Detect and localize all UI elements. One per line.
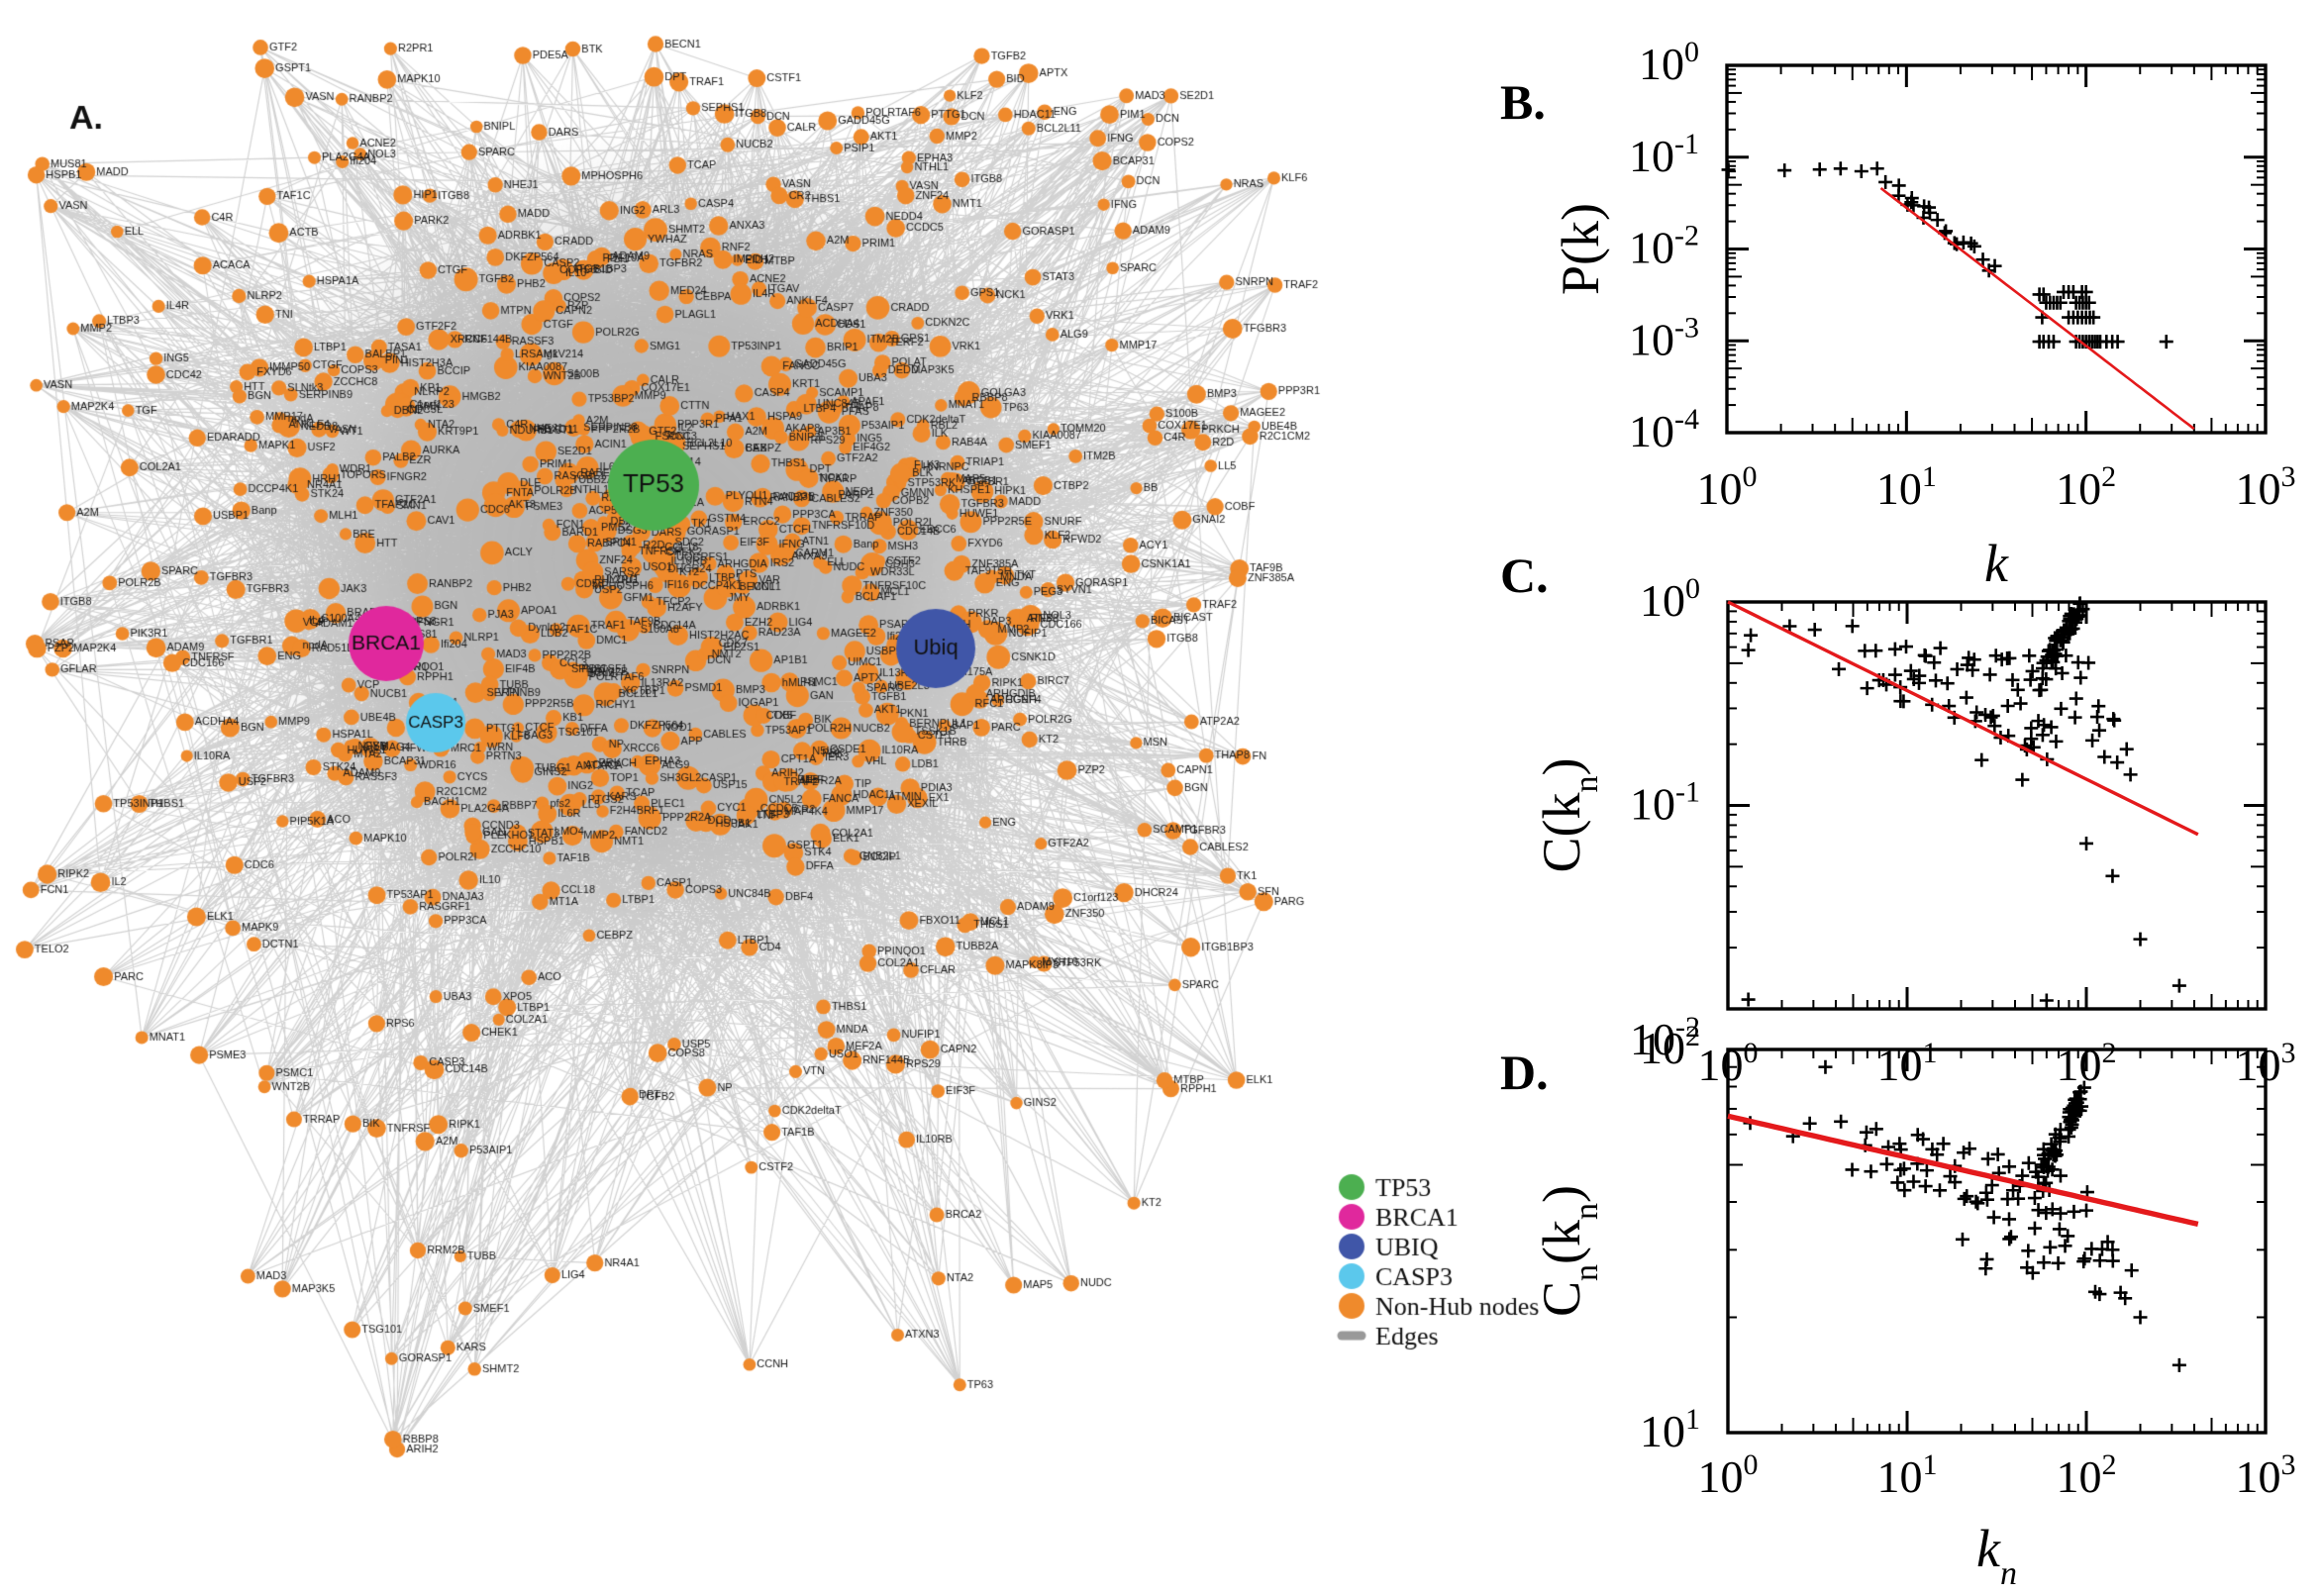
svg-text:D.: D.	[1500, 1045, 1549, 1100]
svg-text:100: 100	[1640, 572, 1700, 626]
svg-text:100: 100	[1698, 1448, 1759, 1502]
svg-text:10-4: 10-4	[1629, 403, 1699, 456]
svg-text:100: 100	[1639, 36, 1699, 89]
svg-text:10-1: 10-1	[1630, 776, 1700, 830]
svg-text:103: 103	[2236, 460, 2296, 514]
svg-text:102: 102	[1640, 1020, 1700, 1073]
svg-text:P(k): P(k)	[1551, 203, 1610, 295]
svg-text:101: 101	[1877, 1448, 1938, 1502]
svg-text:101: 101	[1640, 1403, 1700, 1456]
svg-text:103: 103	[2236, 1448, 2296, 1502]
svg-text:kn: kn	[1976, 1519, 2017, 1592]
svg-text:C(kn): C(kn)	[1532, 758, 1605, 873]
svg-text:10-3: 10-3	[1629, 311, 1699, 364]
svg-text:10-1: 10-1	[1629, 128, 1699, 181]
svg-text:100: 100	[1697, 460, 1758, 514]
svg-text:k: k	[1984, 534, 2009, 593]
svg-text:10-2: 10-2	[1629, 220, 1699, 273]
svg-text:102: 102	[2057, 1448, 2117, 1502]
svg-text:B.: B.	[1500, 74, 1546, 130]
svg-text:102: 102	[2056, 460, 2116, 514]
svg-text:101: 101	[1876, 460, 1937, 514]
svg-text:Cn(kn): Cn(kn)	[1532, 1185, 1605, 1317]
svg-text:C.: C.	[1500, 548, 1549, 603]
